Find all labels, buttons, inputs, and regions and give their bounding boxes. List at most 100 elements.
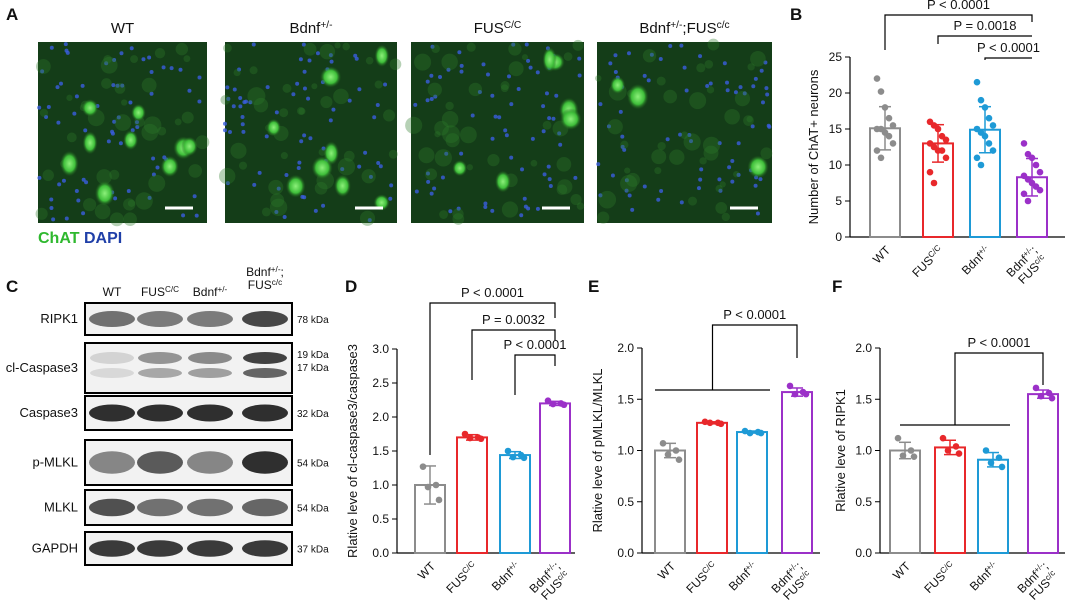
nucleus — [116, 115, 121, 120]
texture — [181, 111, 194, 124]
x-tick-label: Bdnf+/- — [489, 559, 524, 594]
nucleus — [223, 121, 228, 126]
nucleus — [725, 88, 730, 93]
neuron — [60, 150, 79, 177]
texture — [298, 107, 306, 115]
nucleus — [448, 209, 453, 214]
nucleus — [541, 129, 546, 134]
nucleus — [76, 198, 81, 203]
y-tick-label: 0.0 — [372, 546, 389, 560]
data-point — [706, 419, 714, 427]
nucleus — [699, 167, 704, 172]
data-point — [419, 463, 427, 470]
nucleus — [104, 61, 109, 66]
nucleus — [630, 207, 635, 212]
nucleus — [306, 96, 311, 101]
nucleus — [329, 59, 334, 64]
bar — [736, 431, 768, 554]
nucleus — [708, 81, 713, 86]
x-tick-label: WT — [870, 243, 894, 267]
nucleus — [519, 213, 524, 218]
nucleus — [429, 96, 434, 101]
texture — [663, 89, 678, 104]
nucleus — [274, 209, 279, 214]
nucleus — [155, 165, 160, 170]
nucleus — [426, 179, 431, 184]
data-point — [1048, 394, 1056, 402]
nucleus — [433, 94, 438, 99]
nucleus — [363, 150, 368, 155]
texture — [542, 120, 552, 130]
texture — [688, 196, 698, 206]
texture — [121, 99, 128, 106]
texture — [39, 108, 49, 117]
blot-column: WT — [103, 285, 122, 299]
y-tick-label: 1.5 — [855, 392, 872, 406]
y-tick-label: 1.0 — [372, 478, 389, 492]
texture — [35, 207, 48, 220]
band — [243, 368, 287, 378]
nucleus — [613, 69, 618, 74]
nucleus — [522, 196, 527, 201]
texture — [721, 212, 730, 222]
nucleus — [83, 128, 88, 133]
texture — [508, 61, 524, 77]
nucleus — [459, 63, 464, 68]
nucleus — [718, 188, 723, 193]
nucleus — [504, 133, 509, 138]
nucleus — [750, 124, 755, 129]
nucleus — [301, 42, 306, 47]
nucleus — [49, 197, 54, 202]
texture — [696, 63, 706, 73]
texture — [715, 202, 728, 214]
texture — [103, 54, 112, 64]
data-point — [757, 429, 765, 437]
neuron — [160, 155, 179, 178]
nucleus — [526, 206, 531, 211]
texture — [445, 133, 460, 148]
texture — [130, 55, 139, 64]
nucleus — [493, 114, 498, 119]
nucleus — [372, 115, 377, 120]
nucleus — [242, 100, 247, 105]
x-tick-label: Bdnf+/-;FUSc/c — [526, 559, 572, 605]
significance-bracket — [900, 352, 1044, 426]
texture — [743, 115, 754, 126]
neuron — [181, 136, 198, 157]
band — [137, 451, 183, 474]
nucleus — [227, 129, 232, 134]
texture — [459, 126, 477, 144]
texture — [620, 174, 638, 193]
nucleus — [197, 99, 202, 104]
texture — [719, 181, 726, 188]
neuron — [452, 160, 468, 177]
y-tick-label: 20 — [829, 86, 843, 100]
texture — [434, 149, 452, 167]
significance-bracket — [884, 14, 1033, 50]
nucleus — [112, 119, 117, 124]
data-point — [981, 104, 989, 111]
band — [137, 404, 183, 422]
texture — [83, 198, 97, 212]
nucleus — [668, 44, 673, 49]
texture — [724, 108, 740, 125]
texture — [557, 179, 573, 195]
data-point — [802, 390, 810, 398]
nucleus — [535, 206, 540, 211]
nucleus — [497, 115, 502, 120]
nucleus — [682, 65, 687, 70]
bar — [934, 446, 966, 554]
texture — [707, 38, 720, 51]
blot-row-label: RIPK1 — [40, 311, 78, 326]
neuron — [747, 155, 769, 179]
x-tick-label: WT — [655, 559, 679, 583]
panel-letter: F — [832, 277, 842, 296]
nucleus — [169, 66, 174, 71]
x-tick-label: Bdnf+/-;FUSc/c — [768, 559, 814, 605]
data-point — [907, 447, 915, 454]
texture — [296, 107, 305, 115]
y-tick-label: 2.0 — [855, 341, 872, 355]
bar — [499, 454, 531, 554]
blot-size: 37 kDa — [297, 545, 329, 556]
texture — [452, 213, 465, 225]
